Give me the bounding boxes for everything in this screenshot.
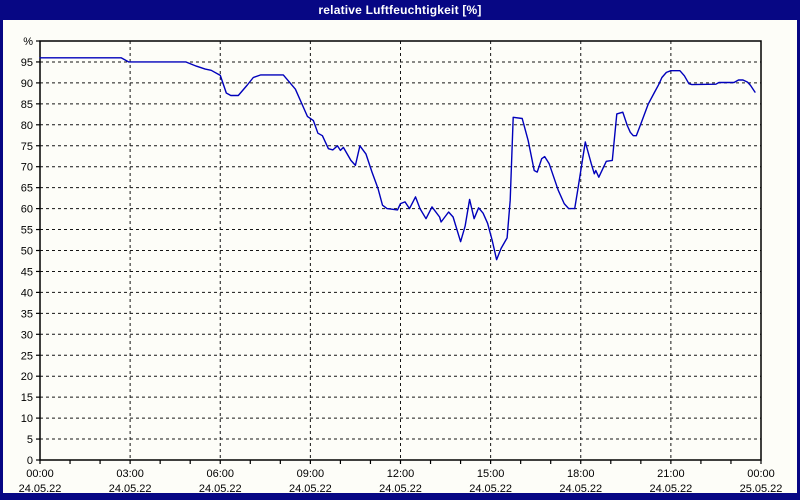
y-tick-label: 65: [21, 183, 33, 195]
y-tick-label: 45: [21, 266, 33, 278]
chart-panel: 0 5 10 15 20 25 30 35 40 45 50 55 60 65 70 75 80 85 90 95% 0…: [3, 20, 797, 495]
y-unit-label: %: [23, 36, 33, 48]
humidity-line: [39, 57, 756, 261]
x-tick-time-label: 21:00: [657, 468, 685, 480]
y-axis-labels: 0 5 10 15 20 25 30 35 40 45 50 55 60 65 70 75 80 85 90 95%: [21, 36, 33, 467]
y-tick-label: 5: [27, 434, 33, 446]
y-tick-label: 10: [21, 413, 33, 425]
y-tick-label: 0: [27, 455, 33, 467]
x-tick-time-label: 15:00: [477, 468, 505, 480]
y-tick-label: 40: [21, 287, 33, 299]
y-tick-label: 80: [21, 120, 33, 132]
gridlines: [40, 41, 761, 460]
window-title: relative Luftfeuchtigkeit [%]: [318, 3, 482, 17]
x-tick-date-label: 24.05.22: [289, 483, 332, 493]
x-tick-time-label: 12:00: [387, 468, 415, 480]
axis-ticks: [36, 40, 762, 464]
y-tick-label: 75: [21, 141, 33, 153]
x-tick-time-label: 09:00: [297, 468, 325, 480]
y-tick-label: 90: [21, 78, 33, 90]
x-tick-time-label: 03:00: [116, 468, 144, 480]
y-tick-label: 60: [21, 204, 33, 216]
y-tick-label: 30: [21, 329, 33, 341]
y-tick-label: 35: [21, 308, 33, 320]
y-tick-label: 20: [21, 371, 33, 383]
y-tick-label: 55: [21, 225, 33, 237]
x-tick-time-label: 00:00: [747, 468, 775, 480]
x-tick-date-label: 24.05.22: [649, 483, 692, 493]
x-tick-date-label: 24.05.22: [19, 483, 62, 493]
y-tick-label: 50: [21, 246, 33, 258]
x-tick-time-label: 00:00: [26, 468, 54, 480]
window-titlebar: relative Luftfeuchtigkeit [%]: [0, 0, 800, 20]
x-tick-time-label: 18:00: [567, 468, 595, 480]
y-tick-label: 85: [21, 99, 33, 111]
x-tick-date-label: 24.05.22: [379, 483, 422, 493]
x-tick-date-label: 25.05.22: [740, 483, 783, 493]
y-tick-label: 25: [21, 350, 33, 362]
x-tick-date-label: 24.05.22: [559, 483, 602, 493]
x-tick-time-label: 06:00: [206, 468, 234, 480]
humidity-chart: 05101520253035404550556065707580859095%0…: [19, 36, 783, 495]
y-tick-label: 15: [21, 392, 33, 404]
x-tick-date-label: 24.05.22: [199, 483, 242, 493]
x-tick-date-label: 24.05.22: [469, 483, 512, 493]
x-tick-date-label: 24.05.22: [109, 483, 152, 493]
y-tick-label: 95: [21, 57, 33, 69]
x-axis-labels: 00:00 24.05.22 03:00 24.05.22 06:00 24.05.22 0…: [19, 468, 783, 495]
y-tick-label: 70: [21, 162, 33, 174]
